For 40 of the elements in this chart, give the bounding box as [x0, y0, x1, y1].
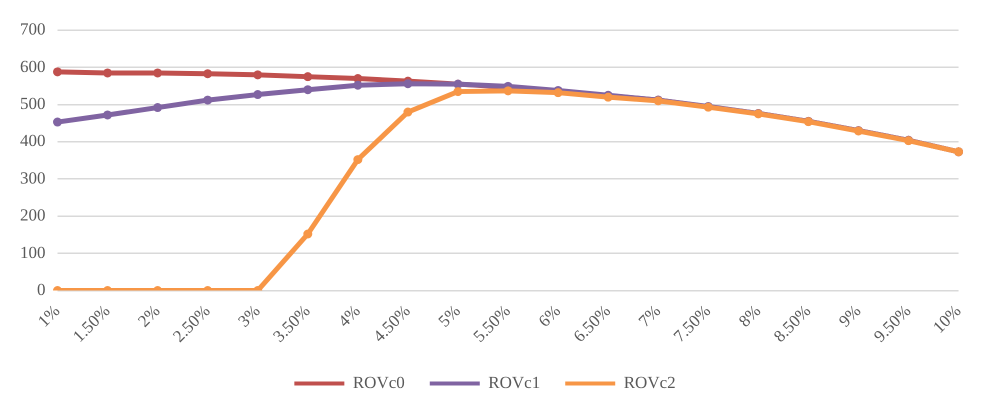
- point: [303, 85, 312, 94]
- y-tick-label: 0: [37, 280, 46, 299]
- y-tick-label: 600: [20, 56, 46, 76]
- x-tick-label: 10%: [929, 301, 965, 337]
- legend-label: ROVc1: [488, 372, 540, 392]
- x-tick-label: 4%: [334, 301, 364, 331]
- point: [453, 87, 462, 96]
- x-tick-label: 3%: [234, 301, 264, 331]
- legend-label: ROVc0: [352, 372, 405, 392]
- x-tick-label: 9%: [834, 301, 864, 331]
- x-tick-label: 7%: [634, 301, 664, 331]
- point: [504, 86, 513, 96]
- point: [403, 79, 412, 88]
- y-tick-label: 300: [20, 168, 46, 188]
- point: [253, 70, 262, 80]
- x-tick-label: 2%: [134, 301, 164, 331]
- legend-label: ROVc2: [624, 372, 676, 392]
- point: [153, 68, 162, 78]
- point: [303, 230, 312, 238]
- y-tick-label: 100: [20, 242, 46, 262]
- point: [153, 103, 162, 112]
- point: [253, 90, 262, 100]
- point: [303, 72, 312, 82]
- point: [203, 69, 212, 78]
- point: [353, 80, 362, 90]
- point: [103, 110, 112, 120]
- x-tick-label: 5%: [434, 301, 464, 331]
- point: [103, 68, 112, 78]
- x-tick-label: 8%: [734, 301, 764, 331]
- y-tick-label: 400: [20, 131, 46, 150]
- point: [203, 96, 212, 105]
- x-tick-label: 1%: [34, 301, 64, 331]
- y-tick-label: 700: [20, 20, 46, 39]
- point: [53, 67, 62, 76]
- y-tick-label: 200: [20, 206, 46, 225]
- y-tick-label: 500: [20, 94, 46, 114]
- point: [353, 155, 362, 164]
- point: [403, 108, 412, 117]
- x-tick-label: 6%: [534, 301, 564, 331]
- point: [53, 118, 62, 127]
